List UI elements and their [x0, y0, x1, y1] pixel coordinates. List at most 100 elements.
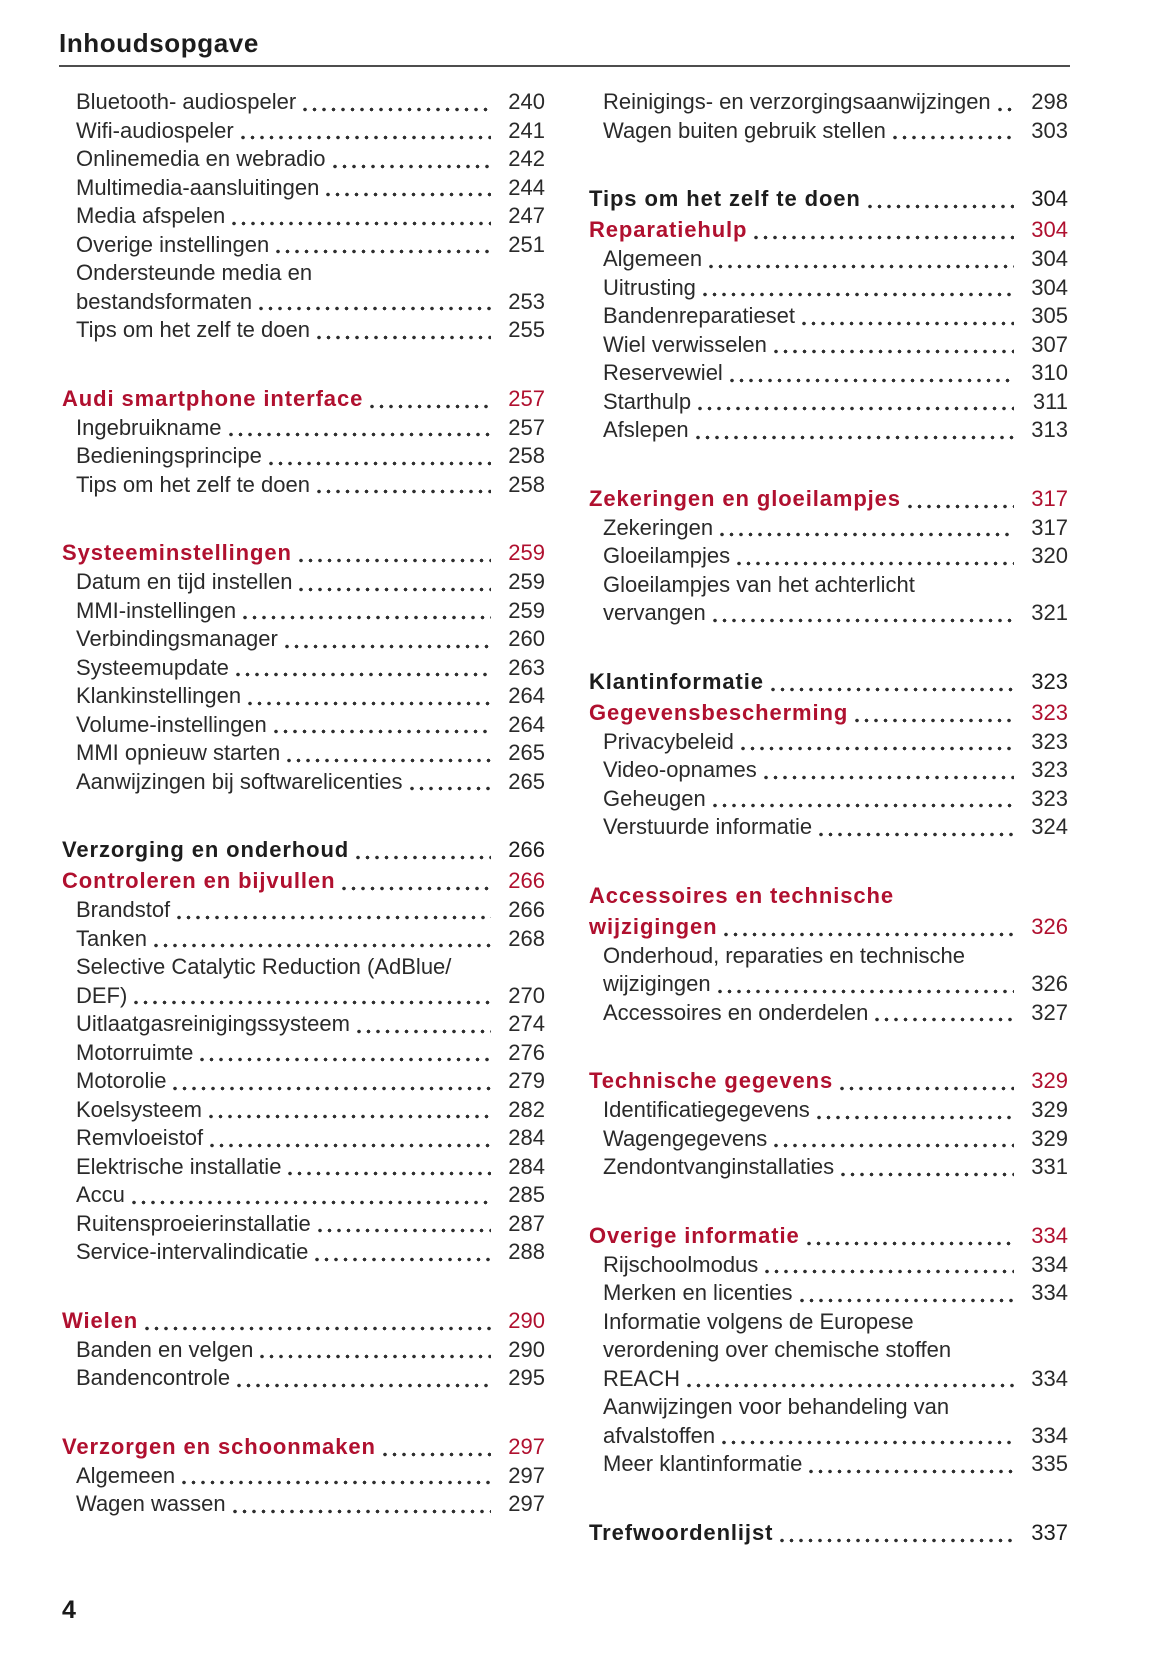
toc-entry-page: 263: [508, 654, 545, 680]
dot-leader: [695, 434, 1014, 440]
dot-leader: [273, 729, 491, 734]
toc-entry-page: 257: [508, 385, 545, 411]
dot-leader: [356, 855, 491, 860]
toc-entry-line: Service-intervalindicatie 288: [62, 1238, 545, 1267]
dot-leader: [268, 460, 491, 466]
toc-heading-entry: Controleren en bijvullen 266: [62, 865, 545, 896]
toc-entry: Accessoires en onderdelen 327: [589, 999, 1068, 1028]
toc-entry-label: Ondersteunde media en: [76, 260, 313, 285]
toc-entry-page: 298: [1031, 89, 1068, 114]
toc-entry-line: Wagen buiten gebruik stellen 303: [589, 117, 1068, 146]
toc-entry-page: 242: [508, 146, 545, 171]
toc-entry: Aanwijzingen bij softwarelicenties 265: [62, 768, 545, 797]
toc-entry-label: Wielen: [62, 1307, 139, 1333]
toc-entry-line: Merken en licenties 334: [589, 1279, 1068, 1308]
dot-leader: [370, 403, 491, 409]
toc-entry-line: Gloeilampjes 320: [589, 542, 1068, 571]
toc-entry-label: Klantinformatie: [589, 668, 764, 694]
dot-leader: [298, 558, 491, 563]
toc-entry-label: Koelsysteem: [76, 1096, 202, 1122]
toc-entry-label: Technische gegevens: [589, 1068, 834, 1093]
toc-entry-page: 287: [508, 1210, 545, 1236]
toc-entry: Rijschoolmodus 334: [589, 1251, 1068, 1280]
toc-entry-label: Multimedia-aansluitingen: [76, 174, 320, 200]
toc-entry-page: 320: [1031, 543, 1068, 568]
toc-entry-line: verordening over chemische stoffen: [589, 1336, 1068, 1365]
toc-entry-line: Tips om het zelf te doen 255: [62, 316, 545, 345]
toc-entry-label: Selective Catalytic Reduction (AdBlue/: [76, 954, 452, 979]
toc-entry-page: 266: [508, 897, 545, 922]
toc-entry-page: 284: [508, 1153, 545, 1179]
toc-entry-line: Afslepen 313: [589, 416, 1068, 445]
toc-entry-line: Elektrische installatie 284: [62, 1153, 545, 1182]
toc-entry-page: 266: [508, 837, 545, 862]
toc-entry-label: Aanwijzingen bij softwarelicenties: [76, 768, 403, 794]
toc-entry: Bandenreparatieset 305: [589, 302, 1068, 331]
toc-entry-label: DEF): [76, 982, 128, 1008]
dot-leader: [260, 1354, 491, 1359]
dot-leader: [806, 1240, 1014, 1246]
toc-entry-label: Gegevensbescherming: [589, 699, 849, 725]
toc-entry-page: 313: [1031, 417, 1068, 442]
toc-entry-label: wijzigingen: [589, 913, 718, 939]
toc-heading-entry: Reparatiehulp 304: [589, 214, 1068, 245]
toc-entry-line: Selective Catalytic Reduction (AdBlue/: [62, 953, 545, 982]
toc-heading-entry: Trefwoordenlijst 337: [589, 1517, 1068, 1548]
toc-heading-entry: Accessoires en technische wijzigingen 326: [589, 880, 1068, 942]
toc-entry: Wagen wassen 297: [62, 1490, 545, 1519]
toc-entry: Tanken 268: [62, 925, 545, 954]
toc-entry-page: 323: [1031, 785, 1068, 811]
dot-leader: [841, 1171, 1014, 1177]
table-of-contents: Bluetooth- audiospeler 240 Wifi-audiospele…: [62, 88, 1068, 1548]
toc-entry: Selective Catalytic Reduction (AdBlue/DE…: [62, 953, 545, 1010]
toc-entry-line: Wagen wassen 297: [62, 1490, 545, 1519]
toc-heading-entry: Klantinformatie 323: [589, 666, 1068, 697]
toc-group: Verzorgen en schoonmaken 297 Algemeen 297 Wa…: [62, 1431, 545, 1519]
toc-entry-label: Verbindingsmanager: [76, 626, 278, 651]
toc-entry-label: Bandencontrole: [76, 1365, 231, 1390]
toc-entry-line: Wagengegevens 329: [589, 1125, 1068, 1154]
toc-entry-line: Motorolie 279: [62, 1067, 545, 1096]
toc-entry-label: wijzigingen: [603, 971, 711, 996]
dot-leader: [240, 135, 491, 140]
toc-entry-line: Overige instellingen 251: [62, 231, 545, 260]
toc-entry-label: Bluetooth- audiospeler: [76, 89, 297, 114]
toc-entry-line: Koelsysteem 282: [62, 1096, 545, 1125]
toc-entry-label: Accessoires en technische: [589, 882, 894, 908]
toc-entry: Datum en tijd instellen 259: [62, 568, 545, 597]
toc-entry-line: Informatie volgens de Europese: [589, 1308, 1068, 1337]
toc-entry-page: 324: [1031, 814, 1068, 839]
dot-leader: [892, 135, 1014, 140]
dot-leader: [173, 1085, 491, 1091]
toc-entry: Multimedia-aansluitingen 244: [62, 174, 545, 203]
toc-entry-line: Accessoires en technische: [589, 880, 1068, 911]
toc-entry-label: afvalstoffen: [603, 1422, 716, 1448]
toc-entry-line: Banden en velgen 290: [62, 1336, 545, 1365]
toc-entry-label: Reparatiehulp: [589, 217, 748, 242]
toc-entry-line: Klankinstellingen 264: [62, 682, 545, 711]
toc-entry-line: wijzigingen 326: [589, 970, 1068, 999]
toc-entry-page: 334: [1031, 1280, 1068, 1305]
toc-entry: Tips om het zelf te doen 255: [62, 316, 545, 345]
toc-entry: Bandencontrole 295: [62, 1364, 545, 1393]
toc-entry-page: 304: [1031, 217, 1068, 242]
toc-entry: Gloeilampjes van het achterlicht vervange…: [589, 571, 1068, 628]
toc-entry-page: 297: [508, 1462, 545, 1488]
dot-leader: [210, 1142, 491, 1148]
toc-entry-page: 285: [508, 1182, 545, 1207]
toc-entry-page: 247: [508, 203, 545, 228]
toc-entry-line: Tanken 268: [62, 925, 545, 954]
toc-entry-line: Reinigings- en verzorgingsaanwijzingen 29…: [589, 88, 1068, 117]
dot-leader: [177, 914, 491, 920]
toc-entry-label: verordening over chemische stoffen: [603, 1337, 952, 1362]
dot-leader: [232, 1508, 491, 1514]
toc-entry-page: 303: [1031, 117, 1068, 143]
toc-entry-label: Wiel verwisselen: [603, 331, 767, 357]
dot-leader: [232, 220, 491, 226]
toc-entry-label: Motorruimte: [76, 1039, 194, 1065]
toc-entry-line: Remvloeistof 284: [62, 1124, 545, 1153]
toc-entry-label: Volume-instellingen: [76, 711, 267, 737]
toc-entry-page: 266: [508, 868, 545, 893]
toc-entry-page: 337: [1031, 1519, 1068, 1545]
